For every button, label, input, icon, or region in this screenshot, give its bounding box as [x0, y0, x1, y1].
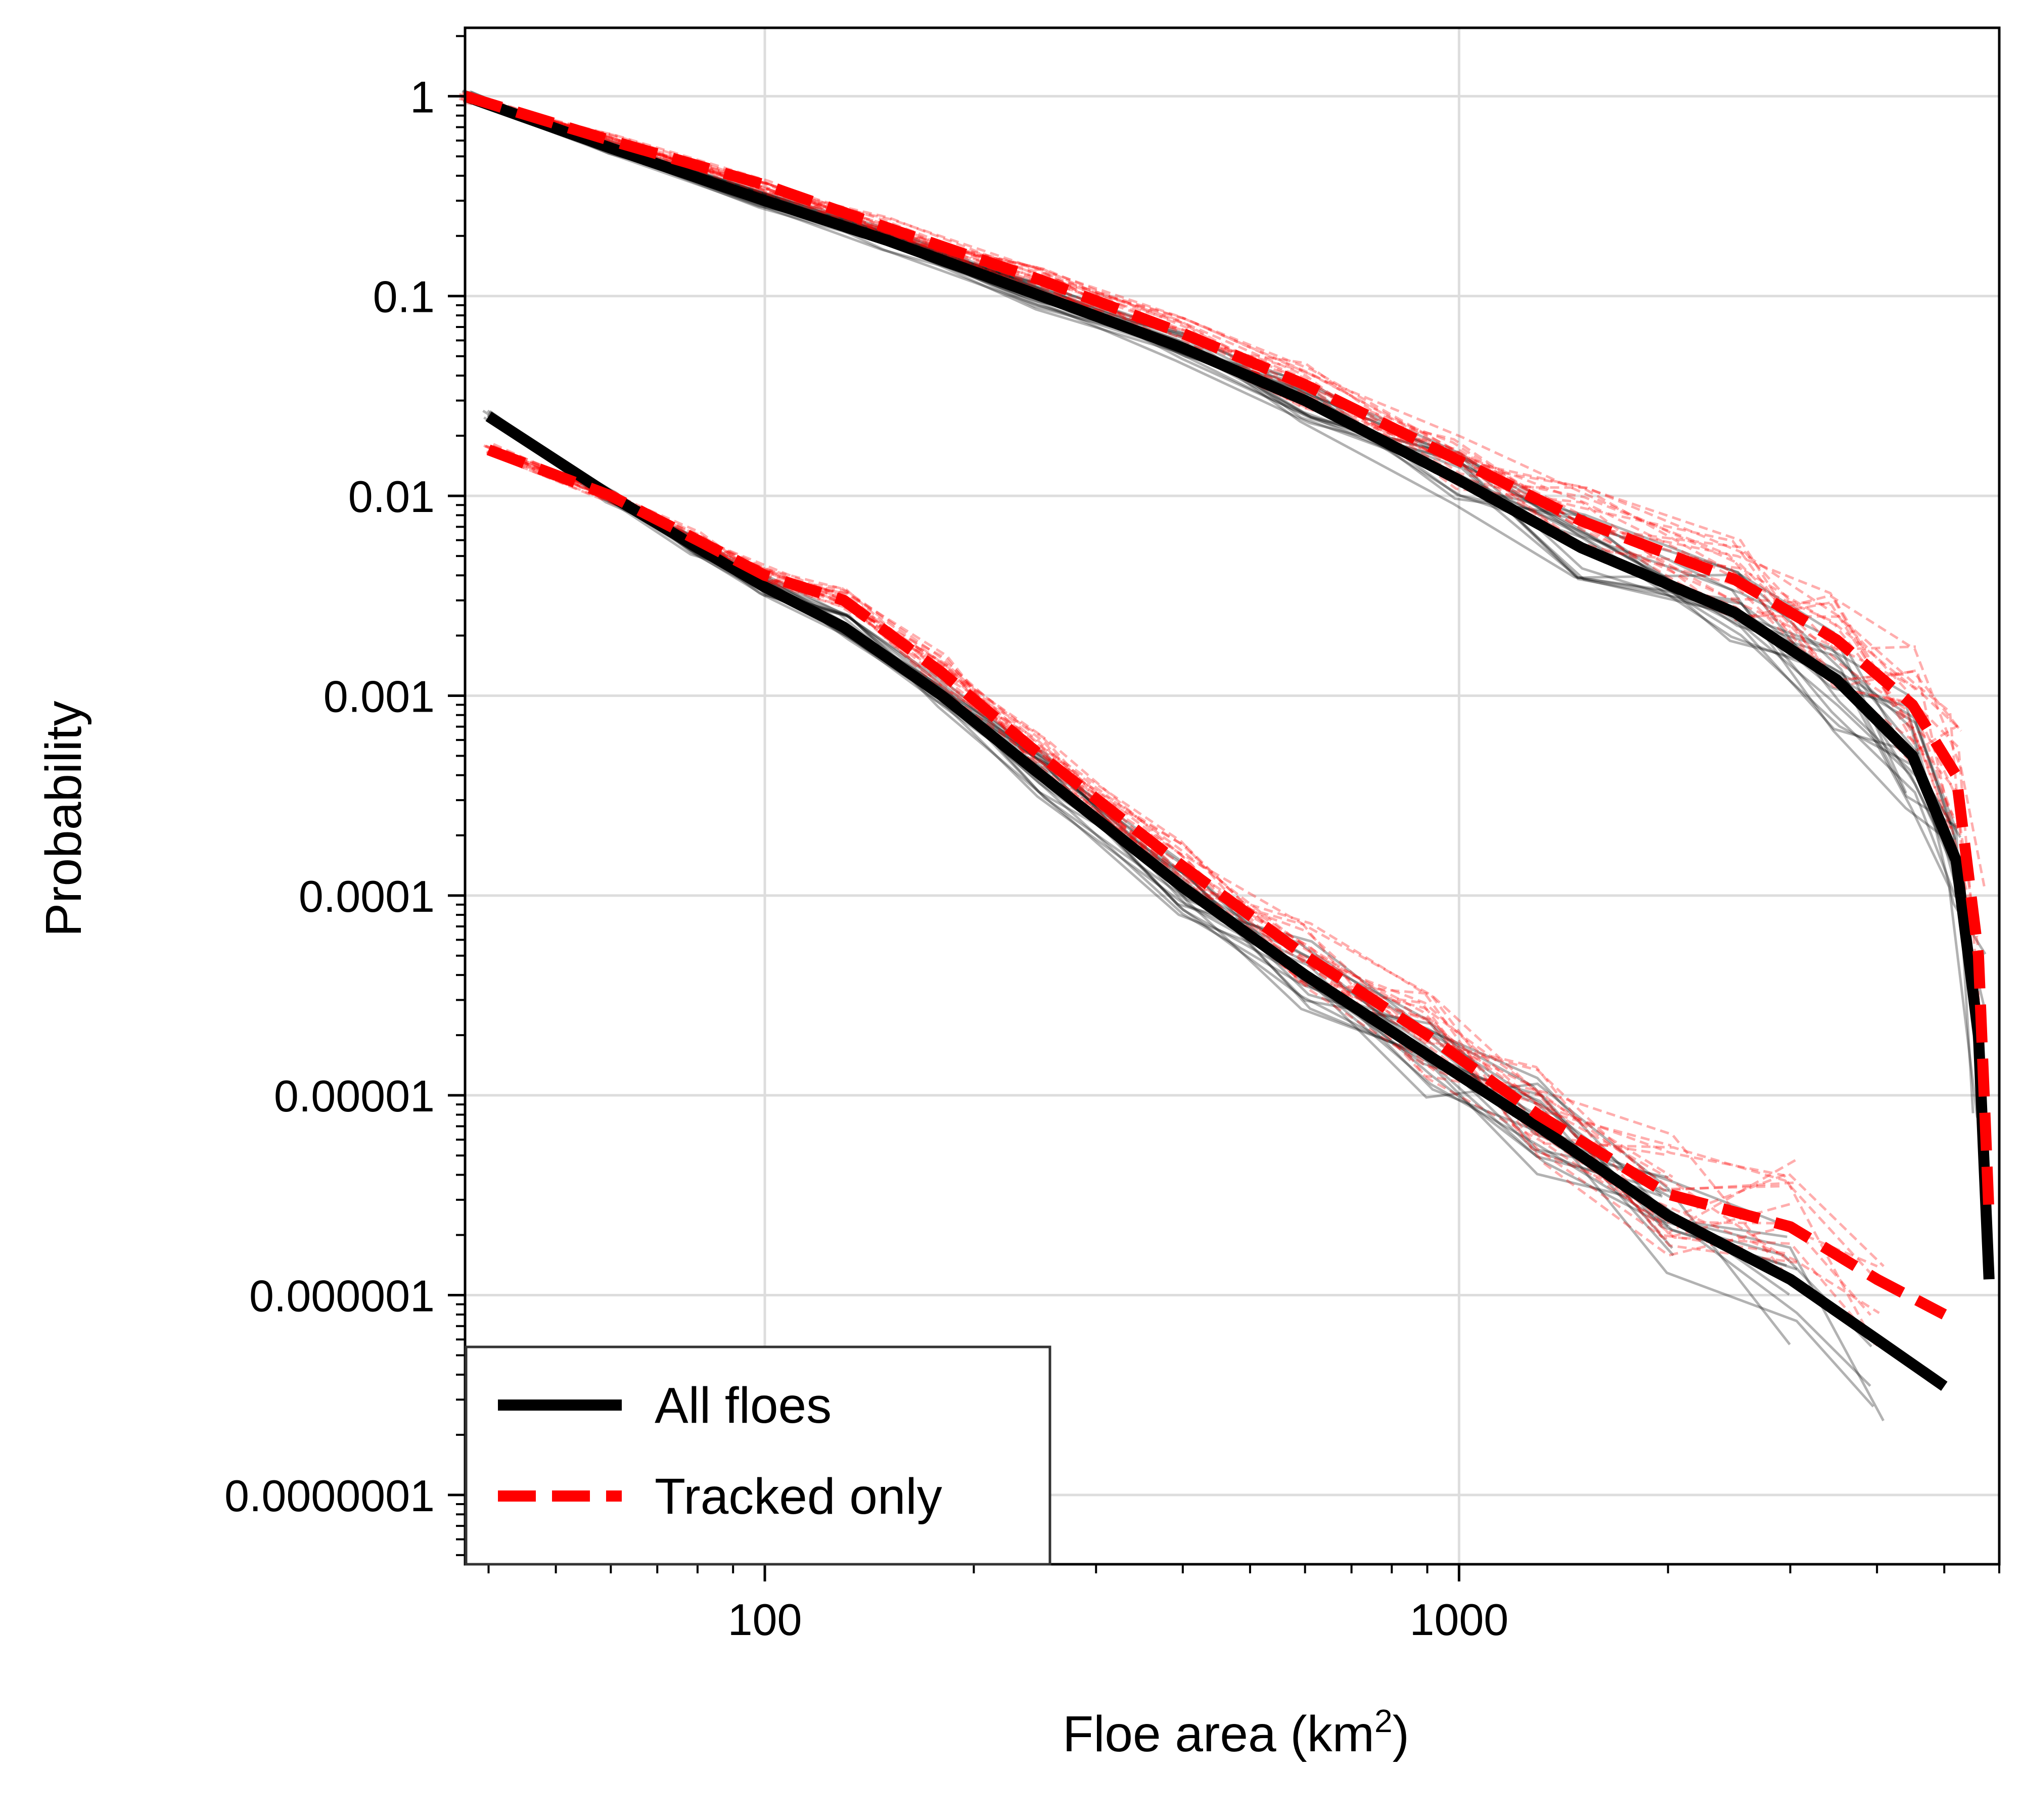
series-line-all-floes-density: [485, 411, 1948, 1391]
individual-trace-line: [466, 96, 1959, 752]
individual-trace-line: [462, 90, 1919, 755]
individual-trace-line: [471, 92, 1962, 838]
individual-trace-line: [464, 99, 1952, 830]
y-tick-label: 0.0000001: [224, 1471, 435, 1521]
mean-series-lines: [463, 90, 1995, 1391]
grid-lines: [465, 28, 1999, 1564]
individual-trace-line: [486, 451, 1784, 1190]
y-axis-title: Probability: [35, 701, 92, 937]
individual-trace-line: [467, 98, 1953, 830]
individual-trace-line: [487, 409, 1798, 1271]
individual-trace-line: [461, 97, 1962, 731]
y-tick-label: 1: [410, 72, 435, 122]
individual-trace-line: [467, 90, 1979, 937]
x-axis-title-superscript: 2: [1374, 1703, 1393, 1739]
individual-trace-line: [463, 101, 1962, 732]
y-tick-label: 0.01: [348, 472, 435, 522]
individual-trace-line: [468, 96, 1964, 800]
y-tick-label: 0.00001: [274, 1071, 435, 1121]
individual-trace-line: [467, 90, 1912, 755]
y-tick-label: 0.0001: [299, 871, 435, 921]
individual-trace-line: [490, 446, 1794, 1283]
x-axis-title-end: ): [1393, 1706, 1409, 1762]
x-axis-title-main: Floe area (km: [1063, 1706, 1374, 1762]
plot-frame: [464, 26, 2001, 1566]
x-tick-label: 1000: [1409, 1595, 1508, 1645]
legend-label-tracked-only: Tracked only: [655, 1468, 942, 1525]
y-tick-label: 0.1: [373, 272, 435, 322]
individual-trace-line: [463, 94, 1957, 841]
individual-trace-line: [463, 99, 1961, 877]
series-line-tracked-only-exceedance: [463, 90, 1995, 1216]
individual-trace-line: [469, 92, 1980, 952]
individual-trace-line: [469, 90, 1952, 825]
individual-trace-line: [458, 93, 1959, 830]
series-line-all-floes-exceedance: [463, 91, 1995, 1280]
x-axis-ticks: 100 1000: [487, 1564, 2000, 1645]
individual-trace-line: [491, 451, 1796, 1192]
individual-trace-line: [459, 94, 1959, 829]
individual-trace-line: [465, 93, 1951, 757]
legend: All floes Tracked only: [465, 1345, 1051, 1566]
individual-trace-line: [467, 99, 1987, 955]
legend-label-all-floes: All floes: [655, 1377, 832, 1434]
individual-trace-line: [468, 99, 1919, 778]
y-axis-ticks: 1 0.1 0.01 0.001 0.0001 0.00001 0.000001 0.0000…: [224, 35, 465, 1556]
y-tick-label: 0.000001: [249, 1271, 435, 1321]
y-tick-label: 0.001: [324, 671, 435, 721]
individual-trace-line: [463, 92, 1911, 762]
individual-trace-line: [470, 98, 1914, 764]
individual-trace-line: [471, 98, 1986, 887]
series-line-tracked-only-density: [486, 444, 1947, 1320]
individual-trace-line: [487, 415, 1675, 1256]
x-tick-label: 100: [728, 1595, 802, 1645]
individual-trace-line: [486, 450, 1885, 1268]
individual-trace-line: [458, 97, 1954, 816]
individual-trace-line: [468, 100, 1957, 898]
x-axis-title: Floe area (km2): [1063, 1703, 1409, 1762]
individual-trace-line: [465, 90, 1907, 794]
legend-box: [465, 1345, 1051, 1566]
individual-trace-line: [489, 453, 1880, 1284]
